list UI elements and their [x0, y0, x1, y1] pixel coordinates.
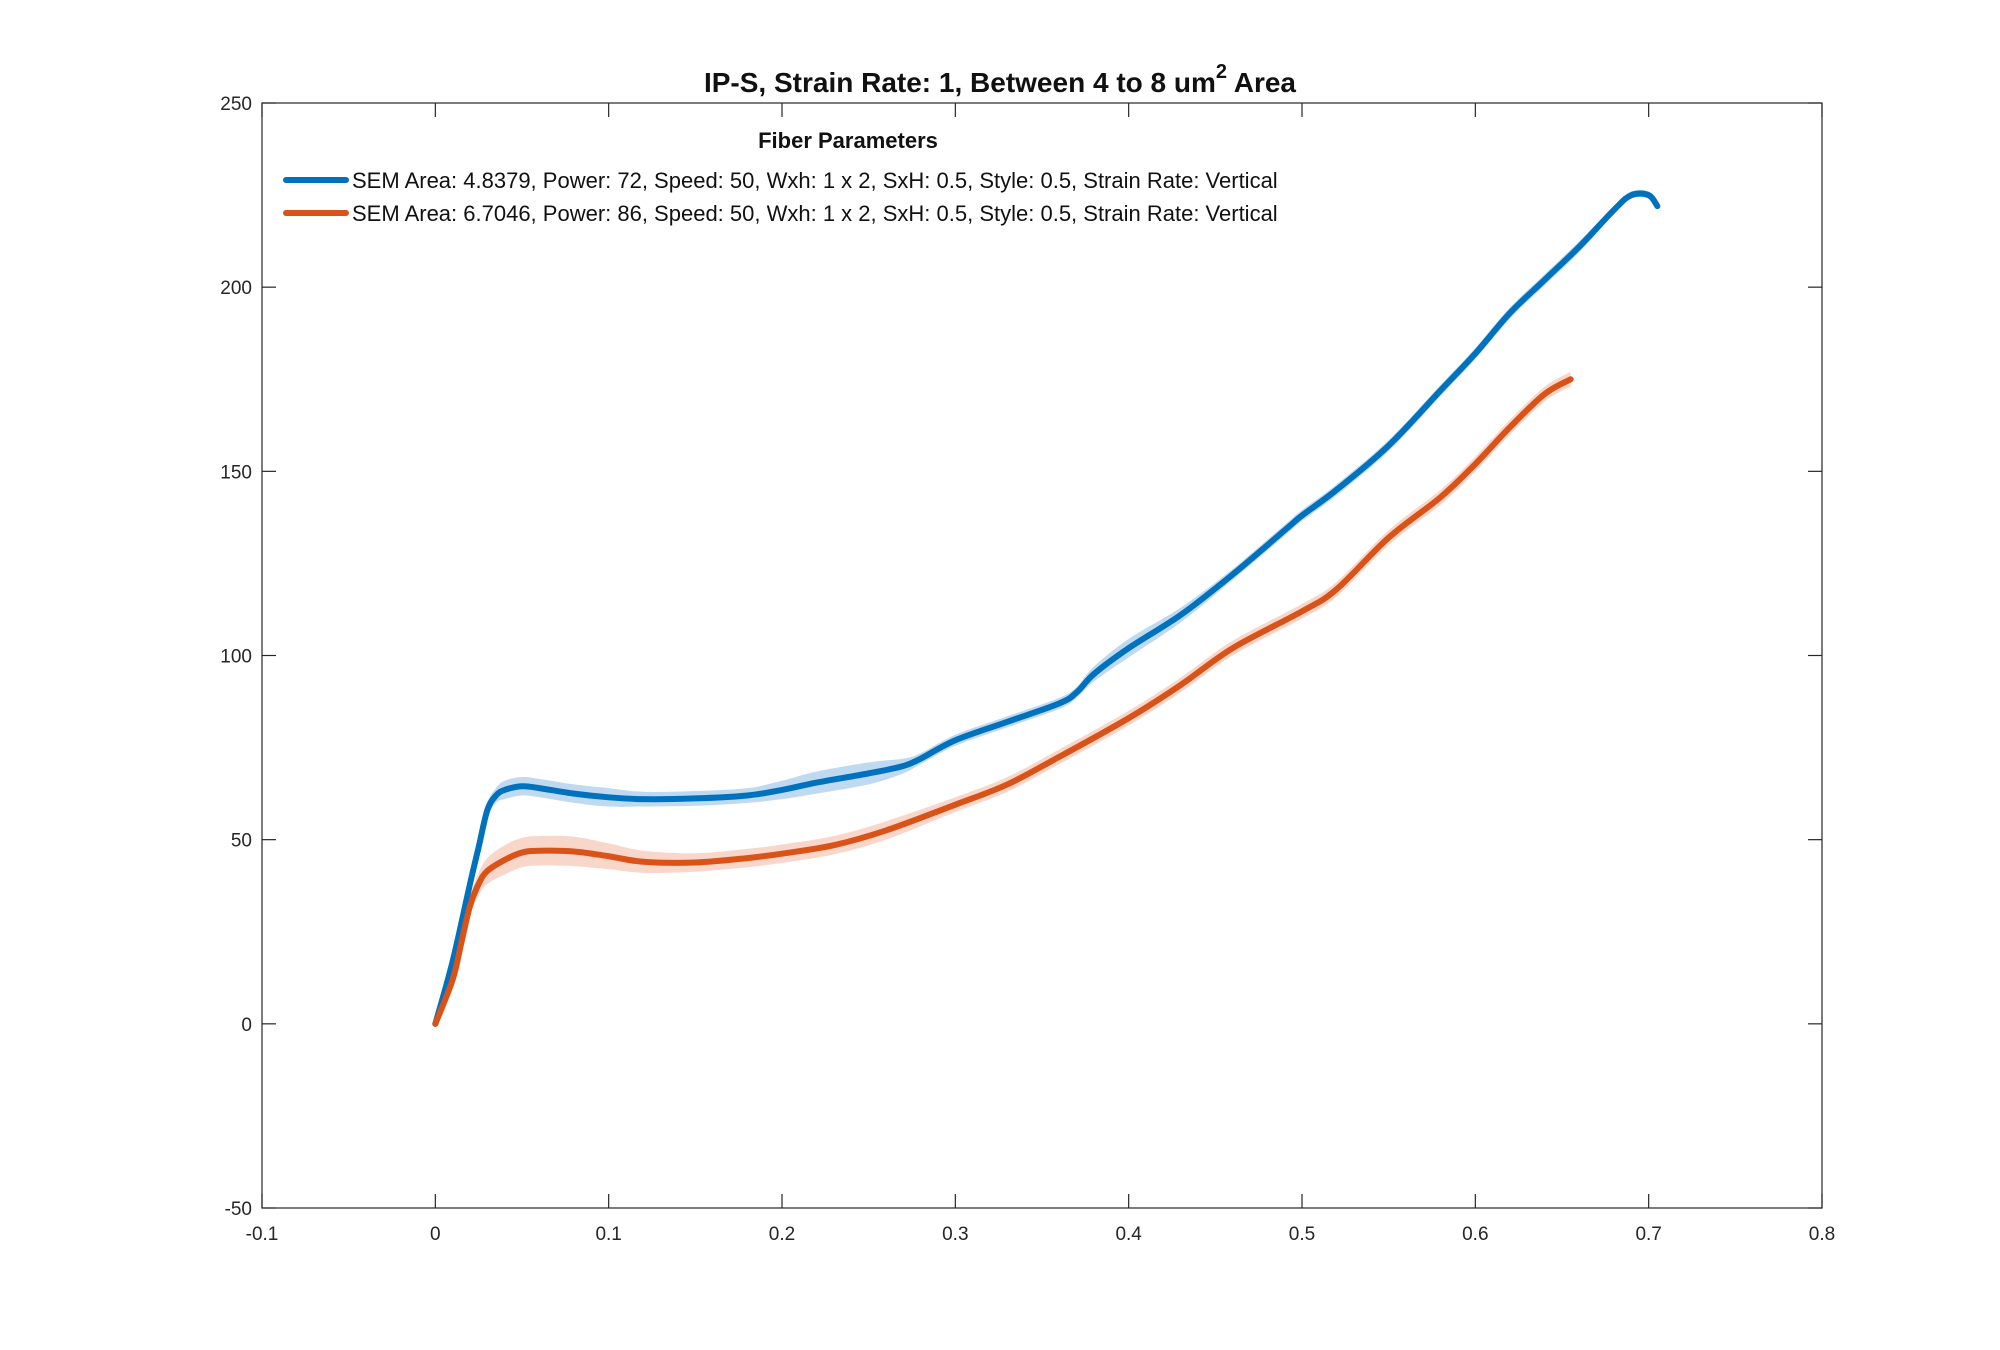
- x-tick-label: 0.3: [942, 1224, 968, 1245]
- y-axis: -50 0 50 100 150 200 250: [220, 94, 1822, 1220]
- x-tick-label: 0.6: [1462, 1224, 1488, 1245]
- y-tick-label: -50: [225, 1199, 252, 1220]
- legend: Fiber Parameters SEM Area: 4.8379, Power…: [283, 128, 1278, 226]
- y-tick-label: 200: [220, 278, 252, 299]
- x-tick-label: -0.1: [246, 1224, 279, 1245]
- y-tick-label: 50: [231, 831, 252, 852]
- series-2-line: [432, 376, 1574, 1027]
- chart-title: IP-S, Strain Rate: 1, Between 4 to 8 um2…: [704, 61, 1296, 98]
- legend-title: Fiber Parameters: [758, 128, 938, 153]
- series-1-line: [432, 190, 1661, 1027]
- x-tick-label: 0.4: [1115, 1224, 1142, 1245]
- x-tick-label: 0: [430, 1224, 441, 1245]
- y-tick-label: 0: [241, 1015, 252, 1036]
- y-tick-label: 250: [220, 94, 252, 115]
- y-tick-label: 150: [220, 462, 252, 483]
- x-tick-label: 0.5: [1289, 1224, 1315, 1245]
- x-tick-label: 0.1: [595, 1224, 621, 1245]
- series-lines: [432, 190, 1661, 1027]
- plot-area: [261, 102, 1823, 1209]
- legend-label-series-2: SEM Area: 6.7046, Power: 86, Speed: 50, …: [352, 201, 1278, 226]
- y-tick-label: 100: [220, 647, 252, 668]
- legend-label-series-1: SEM Area: 4.8379, Power: 72, Speed: 50, …: [352, 168, 1278, 193]
- x-tick-label: 0.7: [1635, 1224, 1661, 1245]
- x-tick-label: 0.8: [1809, 1224, 1835, 1245]
- x-tick-label: 0.2: [769, 1224, 795, 1245]
- x-axis: -0.1 0 0.1 0.2 0.3 0.4 0.5 0.6 0.7 0.8: [246, 103, 1835, 1245]
